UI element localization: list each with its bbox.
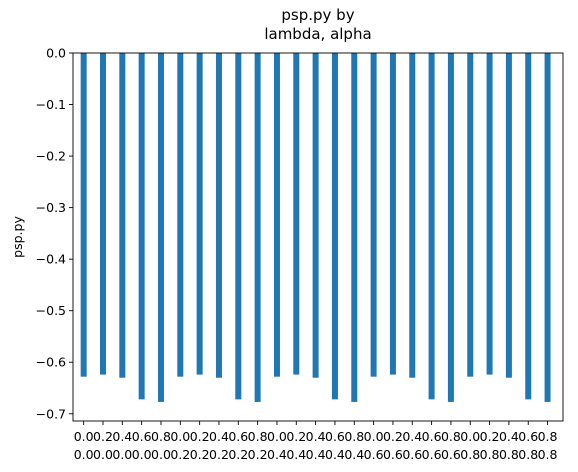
bar (409, 53, 416, 378)
x-tick-label: 0.8 (460, 447, 480, 462)
x-tick-label: 0.2 (209, 447, 229, 462)
bar (486, 53, 493, 375)
x-tick-label: 0.8 (344, 429, 364, 444)
bars-group (80, 53, 551, 402)
bar (525, 53, 532, 400)
bar (177, 53, 184, 377)
x-tick-label: 0.4 (402, 429, 422, 444)
y-tick-label: −0.5 (36, 303, 66, 318)
x-tick-label: 0.8 (151, 429, 171, 444)
chart-title-line: psp.py by (281, 6, 354, 24)
x-tick-label: 0.2 (480, 429, 500, 444)
x-tick-label: 0.0 (74, 447, 94, 462)
x-tick-label: 0.4 (112, 429, 132, 444)
bar (293, 53, 300, 375)
y-tick-label: −0.1 (36, 97, 66, 112)
bar (351, 53, 358, 402)
x-tick-label: 0.0 (151, 447, 171, 462)
x-tick-label: 0.4 (286, 447, 306, 462)
x-tick-label: 0.4 (499, 429, 519, 444)
x-tick-label: 0.4 (306, 429, 326, 444)
x-tick-label: 0.6 (325, 429, 345, 444)
x-tick-label: 0.0 (170, 429, 190, 444)
x-axis: 0.00.00.20.00.40.00.60.00.80.00.00.20.20… (74, 421, 558, 462)
y-tick-label: −0.7 (36, 406, 66, 421)
y-tick-label: −0.2 (36, 149, 66, 164)
y-tick-label: 0.0 (46, 46, 66, 61)
bar (273, 53, 280, 377)
x-tick-label: 0.0 (93, 447, 113, 462)
bar (215, 53, 222, 378)
y-axis-label: psp.py (10, 216, 25, 258)
x-tick-label: 0.0 (364, 429, 384, 444)
x-tick-label: 0.0 (132, 447, 152, 462)
x-tick-label: 0.6 (228, 429, 248, 444)
x-tick-label: 0.6 (422, 429, 442, 444)
y-tick-label: −0.4 (36, 252, 66, 267)
bar (196, 53, 203, 375)
x-tick-label: 0.0 (74, 429, 94, 444)
bar (428, 53, 435, 400)
y-axis: 0.0 −0.1 −0.2 −0.3 −0.4 −0.5 −0.6 −0.7 (36, 46, 73, 421)
x-tick-label: 0.2 (286, 429, 306, 444)
x-tick-label: 0.4 (306, 447, 326, 462)
x-tick-label: 0.6 (364, 447, 384, 462)
x-tick-label: 0.4 (325, 447, 345, 462)
x-tick-label: 0.6 (402, 447, 422, 462)
bar (119, 53, 126, 378)
x-tick-label: 0.4 (267, 447, 287, 462)
bar (544, 53, 551, 402)
plot-frame (72, 52, 564, 422)
bar (312, 53, 319, 378)
x-tick-label: 0.0 (112, 447, 132, 462)
x-tick-label: 0.0 (267, 429, 287, 444)
x-tick-label: 0.8 (499, 447, 519, 462)
bar (157, 53, 164, 402)
x-tick-label: 0.6 (422, 447, 442, 462)
x-tick-label: 0.2 (93, 429, 113, 444)
bar (370, 53, 377, 377)
x-tick-label: 0.6 (383, 447, 403, 462)
bar (99, 53, 106, 375)
bar (467, 53, 474, 377)
x-tick-label: 0.2 (190, 447, 210, 462)
bar (254, 53, 261, 402)
x-tick-label: 0.2 (190, 429, 210, 444)
x-tick-label: 0.2 (248, 447, 268, 462)
x-tick-label: 0.8 (441, 429, 461, 444)
x-tick-label: 0.6 (441, 447, 461, 462)
chart-title-line: lambda, alpha (264, 25, 371, 43)
x-tick-label: 0.8 (538, 429, 558, 444)
bar (235, 53, 242, 400)
y-tick-label: −0.3 (36, 200, 66, 215)
x-tick-label: 0.4 (344, 447, 364, 462)
x-tick-label: 0.8 (538, 447, 558, 462)
x-tick-label: 0.6 (518, 429, 538, 444)
x-tick-label: 0.6 (132, 429, 152, 444)
bar (505, 53, 512, 378)
x-tick-label: 0.8 (518, 447, 538, 462)
x-tick-label: 0.8 (480, 447, 500, 462)
bar (447, 53, 454, 402)
x-tick-label: 0.2 (170, 447, 190, 462)
x-tick-label: 0.4 (209, 429, 229, 444)
x-tick-label: 0.0 (460, 429, 480, 444)
x-tick-label: 0.2 (383, 429, 403, 444)
bar (80, 53, 87, 377)
bar (331, 53, 338, 400)
x-tick-label: 0.2 (228, 447, 248, 462)
x-tick-label: 0.8 (248, 429, 268, 444)
y-tick-label: −0.6 (36, 355, 66, 370)
bar (138, 53, 145, 400)
bar (389, 53, 396, 375)
